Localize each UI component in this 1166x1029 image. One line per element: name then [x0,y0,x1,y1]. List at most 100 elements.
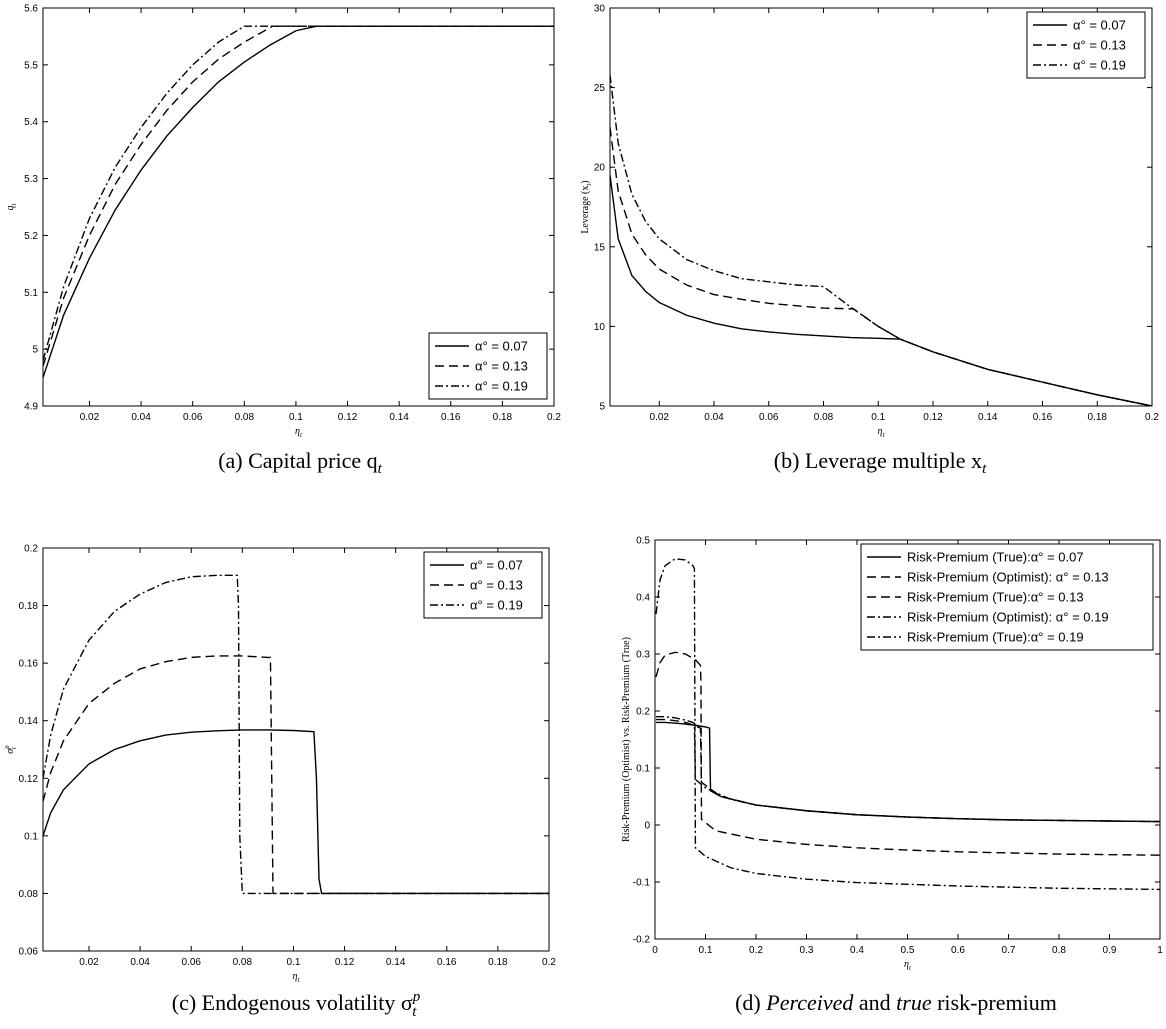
series-group [655,558,1160,891]
x-tick-label: 0.2 [1145,412,1159,423]
y-axis-label-main: q [5,205,16,210]
y-tick-label: 5.2 [24,231,38,242]
panel-caption: (d) Perceived and true risk-premium [735,990,1057,1015]
legend-label: Risk-Premium (True):α° = 0.19 [907,630,1084,645]
legend-label: Risk-Premium (Optimist): α° = 0.19 [907,610,1109,625]
x-tick-label: 0.04 [704,412,724,423]
y-axis-label: Risk-Premium (Optimist) vs. Risk-Premium… [621,637,632,842]
x-tick-label: 0.2 [542,957,556,968]
y-tick-label: 4.9 [24,402,38,413]
y-tick-label: 0.08 [19,889,39,900]
caption-text: (c) Endogenous volatility σ [172,990,413,1015]
legend-label: α° = 0.07 [1073,18,1126,33]
caption-sup: p [412,989,421,1005]
x-axis-label: ηt [293,971,301,984]
y-tick-label: -0.1 [633,878,651,889]
legend-box [428,332,548,400]
series-line-3 [610,74,1152,406]
legend-box [860,543,1154,651]
y-tick-label: 25 [594,83,606,94]
x-tick-label: 0.14 [386,957,406,968]
x-tick-label: 0.7 [1002,945,1016,956]
y-tick-label: -0.2 [633,935,651,946]
x-tick-label: 0.06 [181,957,201,968]
y-tick-label: 5.1 [24,288,38,299]
x-tick-label: 0.04 [130,957,150,968]
legend: α° = 0.07 α° = 0.13 α° = 0.19 [1026,11,1146,79]
series-group [43,574,549,895]
x-tick-label: 0.18 [1088,412,1108,423]
legend-label: α° = 0.07 [470,558,523,573]
y-tick-label: 0.2 [636,707,650,718]
x-axis-label-main: η [904,959,909,970]
y-tick-label: 0.12 [19,774,39,785]
caption-text: (b) Leverage multiple x [774,448,982,473]
y-tick-label: 0.4 [636,593,650,604]
x-tick-label: 0.02 [79,957,99,968]
series-line-2 [610,127,1152,406]
x-axis-label-sub: t [909,964,912,972]
legend-label: α° = 0.19 [475,379,528,394]
series-group [610,74,1152,406]
x-axis-label: ηt [878,426,886,439]
y-tick-label: 5.4 [24,117,38,128]
caption-sub: t [378,461,383,477]
series-line-4 [655,558,1160,891]
y-axis-label-sub: t [10,202,18,205]
y-axis-label-sub: t [10,746,18,749]
x-tick-label: 0.2 [547,412,561,423]
legend-label: α° = 0.13 [1073,38,1126,53]
x-tick-label: 0.18 [488,957,508,968]
y-axis-label: σpt [3,745,18,754]
y-tick-label: 0.06 [19,947,39,958]
y-tick-label: 0.18 [19,601,39,612]
series-line-1 [43,25,554,378]
y-axis-label-sub: t [585,183,593,186]
caption-text: (a) Capital price q [218,448,377,473]
legend: α° = 0.07 α° = 0.13 α° = 0.19 [428,332,548,400]
y-tick-label: 5.5 [24,60,38,71]
x-tick-label: 0.6 [951,945,965,956]
x-axis-label-sub: t [300,431,303,439]
x-tick-label: 0 [652,945,658,956]
panel-caption: (a) Capital price qt [218,448,382,477]
series-line-2 [43,655,549,895]
y-axis-label-sup: p [3,745,11,750]
x-tick-label: 0.5 [901,945,915,956]
legend-label: Risk-Premium (True):α° = 0.13 [907,590,1084,605]
y-axis-label-main: σ [5,748,16,754]
x-tick-label: 0.12 [338,412,358,423]
x-tick-label: 0.08 [233,957,253,968]
y-tick-label: 0.3 [636,650,650,661]
y-axis-label: qt [5,202,18,210]
y-tick-label: 0.1 [24,831,38,842]
panel-caption: (b) Leverage multiple xt [774,448,987,477]
series-line-1 [610,175,1152,406]
x-tick-label: 0.02 [80,412,100,423]
chart-d: 0 0.1 0.2 0.3 0.4 0.5 0.6 0.7 0.8 0.9 1 -0.2 -0.1 0 0.… [621,536,1163,1016]
caption-em-1: Perceived [765,990,854,1015]
legend-label: α° = 0.07 [475,339,528,354]
y-tick-label: 0 [644,821,650,832]
x-tick-label: 0.06 [183,412,203,423]
x-axis-label-main: η [293,971,298,982]
chart-c: 0.02 0.04 0.06 0.08 0.1 0.12 0.14 0.16 0.18 0.2 0.… [3,544,556,1021]
x-tick-label: 0.02 [650,412,670,423]
x-tick-label: 0.14 [978,412,998,423]
chart-a: 0.02 0.04 0.06 0.08 0.1 0.12 0.14 0.16 0.18 0.2 4.… [5,4,561,478]
series-line-2 [43,25,554,367]
legend-label: α° = 0.19 [470,598,523,613]
x-tick-label: 0.18 [493,412,513,423]
legend-label: α° = 0.19 [1073,58,1126,73]
legend-label: α° = 0.13 [470,578,523,593]
x-tick-label: 0.06 [759,412,779,423]
series-line-2 [655,651,1160,856]
caption-sub: t [982,461,987,477]
x-axis-label-main: η [295,426,300,437]
x-tick-label: 0.12 [923,412,943,423]
series-line-1 [43,729,549,895]
x-axis-label-main: η [878,426,883,437]
x-axis-label: ηt [295,426,303,439]
